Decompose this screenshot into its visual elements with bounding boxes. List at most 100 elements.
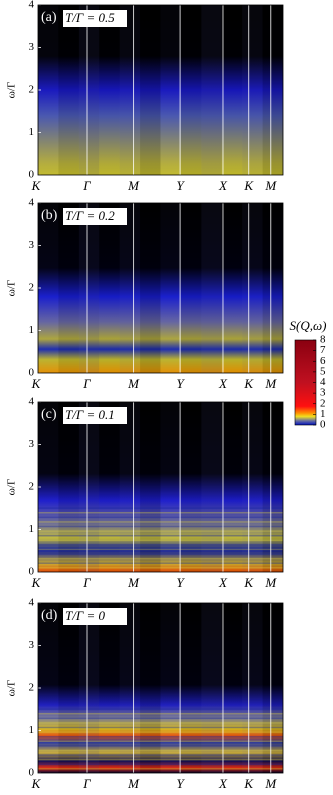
y-axis-label: ω/Γ xyxy=(6,280,18,297)
heatmap-shade xyxy=(140,402,161,572)
heatmap-shade xyxy=(160,203,181,373)
x-tick-label: M xyxy=(264,376,277,391)
y-axis-label: ω/Γ xyxy=(6,82,18,99)
heatmap xyxy=(38,402,283,572)
y-tick-label: 4 xyxy=(29,197,35,209)
x-tick-label: Y xyxy=(176,776,185,791)
heatmap-shade xyxy=(58,402,79,572)
heatmap-shade xyxy=(140,603,161,773)
panel-title: T/Γ = 0.5 xyxy=(65,10,115,25)
heatmap-shade xyxy=(221,5,243,175)
heatmap-band xyxy=(38,708,283,710)
y-tick-label: 0 xyxy=(29,169,35,181)
x-tick-label: X xyxy=(218,776,228,791)
y-tick-label: 1 xyxy=(29,126,35,138)
colorbar-tick-label: 0 xyxy=(320,419,326,431)
x-tick-label: Γ xyxy=(82,575,91,590)
heatmap-shade xyxy=(78,603,100,773)
heatmap-shade xyxy=(180,203,202,373)
heatmap-band xyxy=(38,511,283,514)
colorbar-tick-label: 5 xyxy=(320,365,326,377)
y-axis-label: ω/Γ xyxy=(6,479,18,496)
heatmap-band xyxy=(38,754,283,756)
heatmap-shade xyxy=(78,402,100,572)
heatmap-shade xyxy=(221,402,243,572)
x-tick-label: K xyxy=(31,376,42,391)
heatmap-shade xyxy=(160,5,181,175)
heatmap-shade xyxy=(201,5,222,175)
heatmap-shade xyxy=(99,203,120,373)
y-tick-label: 3 xyxy=(29,239,35,251)
title-box xyxy=(63,208,127,225)
x-tick-label: K xyxy=(243,575,254,590)
heatmap-shade xyxy=(160,603,181,773)
panel-label: (d) xyxy=(41,608,58,623)
y-tick-label: 2 xyxy=(29,682,35,694)
colorbar-tick-label: 1 xyxy=(320,408,326,420)
heatmap-band xyxy=(38,726,283,729)
heatmap-band xyxy=(38,507,283,509)
heatmap-shade xyxy=(119,5,141,175)
heatmap-band xyxy=(38,763,283,765)
x-tick-label: M xyxy=(127,376,140,391)
heatmap-shade xyxy=(201,203,222,373)
x-tick-label: Γ xyxy=(82,178,91,193)
heatmap-band xyxy=(38,745,283,747)
panel-label: (a) xyxy=(41,10,57,25)
panel-label: (c) xyxy=(41,407,57,422)
heatmap-shade xyxy=(140,5,161,175)
colorbar-tick-label: 2 xyxy=(320,397,326,409)
heatmap xyxy=(38,203,283,373)
heatmap-shade xyxy=(242,603,263,773)
x-tick-label: M xyxy=(264,575,277,590)
colorbar xyxy=(294,339,317,426)
x-tick-label: X xyxy=(218,575,228,590)
heatmap-shade xyxy=(99,603,120,773)
heatmap-shade xyxy=(58,603,79,773)
heatmap-shade xyxy=(262,603,283,773)
heatmap-band xyxy=(38,521,283,523)
y-tick-label: 2 xyxy=(29,282,35,294)
y-tick-label: 4 xyxy=(29,597,35,609)
frame xyxy=(37,602,284,774)
colorbar-tick-label: 3 xyxy=(320,387,326,399)
colorbar-tick-label: 8 xyxy=(320,334,326,346)
heatmap-shade xyxy=(242,402,263,572)
title-box xyxy=(63,608,127,625)
heatmap-shade xyxy=(38,5,59,175)
heatmap-band xyxy=(38,768,283,770)
heatmap-band xyxy=(38,735,283,738)
title-box xyxy=(63,10,127,27)
y-tick-label: 0 xyxy=(29,566,35,578)
x-tick-label: K xyxy=(31,575,42,590)
heatmap-band xyxy=(38,749,283,752)
y-tick-label: 1 xyxy=(29,724,35,736)
heatmap-shade xyxy=(242,203,263,373)
x-tick-label: M xyxy=(264,178,277,193)
heatmap-shade xyxy=(38,203,59,373)
y-tick-label: 4 xyxy=(29,396,35,408)
x-tick-label: Γ xyxy=(82,776,91,791)
heatmap-band xyxy=(38,758,283,761)
y-tick-label: 4 xyxy=(29,0,35,11)
y-tick-label: 0 xyxy=(29,767,35,779)
x-tick-label: K xyxy=(243,376,254,391)
y-tick-label: 3 xyxy=(29,41,35,53)
heatmap-band xyxy=(38,553,283,555)
x-tick-label: M xyxy=(264,776,277,791)
y-tick-label: 3 xyxy=(29,438,35,450)
heatmap-band xyxy=(38,717,283,720)
heatmap-band xyxy=(38,740,283,743)
x-tick-label: Y xyxy=(176,376,185,391)
y-tick-label: 1 xyxy=(29,324,35,336)
heatmap-shade xyxy=(78,203,100,373)
heatmap-shade xyxy=(38,603,59,773)
heatmap-band xyxy=(38,731,283,733)
heatmap-shade xyxy=(221,203,243,373)
heatmap xyxy=(38,5,283,175)
heatmap-shade xyxy=(119,603,141,773)
x-tick-label: M xyxy=(127,178,140,193)
x-tick-label: Y xyxy=(176,178,185,193)
